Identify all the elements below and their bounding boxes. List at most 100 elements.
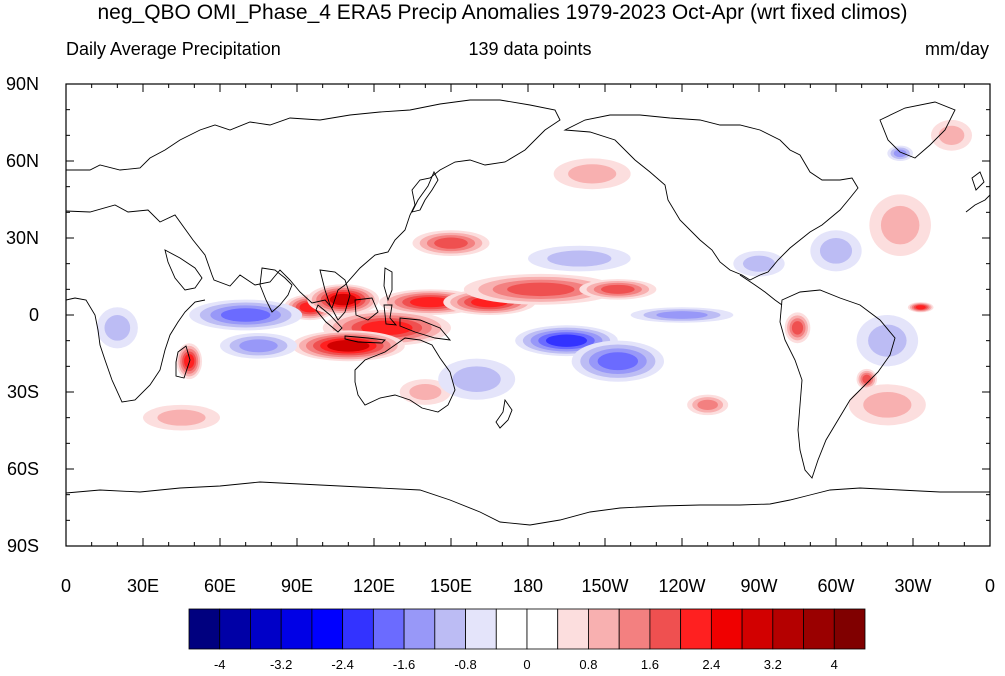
colorbar-swatch — [526, 608, 559, 650]
positive-anomaly-contour — [409, 297, 451, 308]
coastline-japan — [411, 170, 439, 213]
x-tick-label: 120W — [658, 576, 705, 596]
colorbar-label: -0.8 — [454, 657, 476, 672]
positive-anomaly-contour — [157, 409, 206, 426]
negative-anomaly-contour — [239, 339, 278, 353]
coastline-sumatra — [315, 304, 343, 333]
colorbar-label: -4 — [214, 657, 226, 672]
colorbar-label: 3.2 — [764, 657, 782, 672]
coastlines — [66, 99, 990, 526]
coastline-philippines — [383, 267, 393, 302]
coastline-uk — [971, 171, 985, 191]
x-axis-labels: 0 30E 60E 90E 120E 150E 180 150W 120W 90W 60W 30W 0 — [61, 576, 995, 596]
x-tick-label: 60W — [817, 576, 854, 596]
positive-anomaly-contour — [697, 399, 718, 410]
variable-label: Daily Average Precipitation — [66, 39, 281, 59]
x-tick-label: 180 — [513, 576, 543, 596]
coastline-indochina — [319, 269, 351, 321]
x-tick-label: 120E — [353, 576, 395, 596]
colorbar-label: -3.2 — [270, 657, 292, 672]
coastline-new-guinea — [399, 317, 452, 341]
x-tick-label: 150W — [581, 576, 628, 596]
anomaly-shading — [96, 119, 973, 431]
colorbar-swatch — [465, 608, 497, 650]
colorbar-label: 1.6 — [641, 657, 659, 672]
colorbar-label: -1.6 — [393, 657, 415, 672]
units-label: mm/day — [924, 39, 989, 59]
colorbar-label: 0 — [523, 657, 530, 672]
colorbar-swatch — [803, 608, 835, 650]
x-tick-label: 90W — [740, 576, 777, 596]
coastline-antarctica — [66, 481, 990, 526]
positive-anomaly-contour — [938, 125, 965, 145]
colorbar-swatch — [649, 608, 682, 650]
coastline-arabia — [164, 249, 203, 291]
positive-anomaly-contour — [327, 340, 370, 352]
colorbar-swatch — [311, 608, 344, 650]
colorbar-swatch — [280, 608, 313, 650]
colorbar-swatch — [342, 608, 374, 650]
y-axis-labels: 90N 60N 30N 0 30S 60S 90S — [6, 74, 39, 556]
colorbar-swatch — [618, 608, 651, 650]
positive-anomaly-contour — [880, 205, 920, 245]
negative-anomaly-contour — [819, 238, 853, 264]
y-tick-label: 30N — [6, 228, 39, 248]
coastline-south-america — [779, 289, 896, 479]
colorbar-swatch — [188, 608, 221, 650]
colorbar-swatch — [772, 608, 804, 650]
x-tick-label: 30E — [127, 576, 159, 596]
colorbar-swatch — [710, 608, 743, 650]
positive-anomaly-contour — [409, 383, 442, 401]
x-tick-label: 150E — [430, 576, 472, 596]
coastline-java — [344, 335, 386, 344]
colorbar-label: 2.4 — [702, 657, 720, 672]
coastline-new-zealand — [495, 398, 513, 429]
negative-anomaly-contour — [742, 255, 776, 272]
y-tick-label: 90N — [6, 74, 39, 94]
x-tick-label: 90E — [281, 576, 313, 596]
colorbar-label: -2.4 — [331, 657, 353, 672]
positive-anomaly-contour — [862, 374, 872, 384]
negative-anomaly-contour — [656, 311, 708, 319]
data-count-label: 139 data points — [468, 39, 592, 59]
axis-ticks — [65, 83, 991, 547]
negative-anomaly-contour — [547, 250, 612, 267]
y-tick-label: 60S — [7, 459, 39, 479]
colorbar-swatch — [833, 608, 866, 650]
colorbar-swatch — [588, 608, 620, 650]
positive-anomaly-contour — [568, 164, 617, 184]
coastline-north-america — [563, 114, 859, 281]
coastline-sulawesi — [383, 304, 398, 326]
positive-anomaly-contour — [434, 237, 468, 249]
colorbar-swatch — [250, 608, 282, 650]
x-tick-label: 0 — [985, 576, 995, 596]
coastline-madagascar — [175, 345, 191, 379]
positive-anomaly-contour — [507, 282, 575, 297]
colorbar-label: 4 — [831, 657, 838, 672]
colorbar-label: 0.8 — [579, 657, 597, 672]
x-tick-label: 0 — [61, 576, 71, 596]
colorbar-swatch — [403, 608, 436, 650]
y-tick-label: 0 — [29, 305, 39, 325]
negative-anomaly-contour — [220, 308, 271, 322]
x-tick-label: 60E — [204, 576, 236, 596]
colorbar: -4 -3.2 -2.4 -1.6 -0.8 0 0.8 1.6 2.4 3.2 4 — [188, 608, 866, 672]
negative-anomaly-contour — [597, 352, 639, 371]
map-title: neg_QBO OMI_Phase_4 ERA5 Precip Anomalie… — [97, 1, 908, 24]
negative-anomaly-contour — [893, 149, 907, 158]
colorbar-swatch — [557, 608, 589, 650]
coastline-india — [259, 267, 293, 313]
negative-anomaly-contour — [104, 315, 131, 341]
positive-anomaly-contour — [915, 305, 926, 310]
colorbar-swatch — [434, 608, 466, 650]
positive-anomaly-contour — [600, 284, 635, 294]
colorbar-swatch — [372, 608, 405, 650]
y-tick-label: 60N — [6, 151, 39, 171]
coastline-greenland — [879, 101, 956, 159]
negative-anomaly-contour — [452, 366, 501, 392]
coastline-europe-west — [965, 194, 990, 213]
negative-anomaly-contour — [545, 334, 588, 347]
colorbar-swatch — [680, 608, 712, 650]
colorbar-swatch — [219, 608, 251, 650]
